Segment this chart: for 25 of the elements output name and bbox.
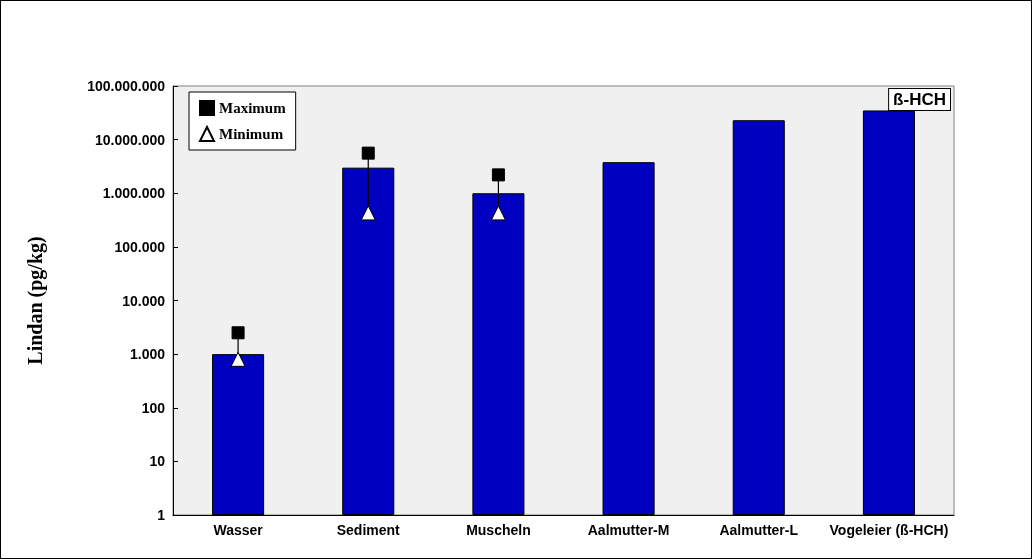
legend-label: Minimum	[219, 126, 284, 142]
x-tick-label: Muscheln	[466, 522, 531, 538]
point	[231, 326, 245, 340]
annotation: ß-HCH	[893, 90, 947, 109]
y-tick-label: 1.000.000	[102, 185, 166, 202]
point	[361, 146, 375, 160]
y-tick-label: 10.000.000	[94, 131, 166, 148]
x-tick-label: Aalmutter-M	[587, 522, 670, 538]
y-tick-label: 100.000.000	[87, 78, 166, 94]
y-tick-label: 1	[157, 507, 166, 523]
x-tick-label: Sediment	[336, 522, 401, 538]
x-tick-label: Aalmutter-L	[719, 522, 799, 538]
y-tick-label: 10.000	[122, 292, 166, 309]
y-tick-label: 10	[149, 453, 166, 470]
x-tick-label: Wasser	[213, 522, 264, 538]
point	[490, 205, 506, 221]
point	[230, 351, 246, 367]
y-tick-label: 100	[141, 399, 166, 416]
y-tick-label: 1.000	[129, 346, 166, 363]
y-axis-title: Lindan (pg/kg)	[24, 236, 47, 365]
point	[360, 205, 376, 221]
legend-label: Maximum	[219, 100, 287, 116]
point	[491, 168, 505, 182]
x-tick-label: Vogeleier (ß-HCH)	[829, 522, 949, 538]
y-tick-label: 100.000	[114, 238, 166, 255]
